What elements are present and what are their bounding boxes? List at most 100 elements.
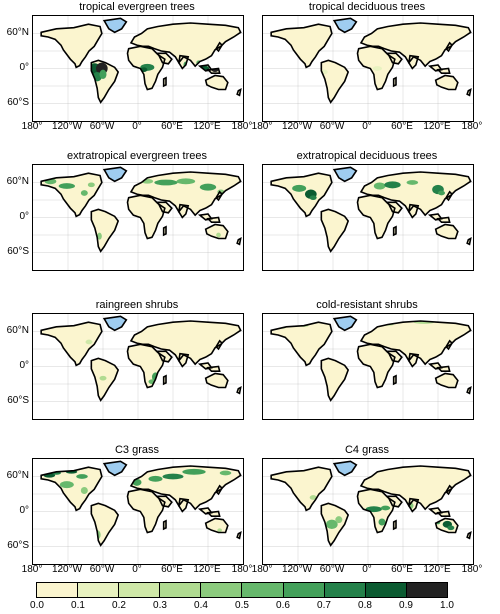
- coastline: [206, 76, 228, 90]
- land-area: [271, 173, 332, 217]
- longitude-label: 60°W: [89, 564, 115, 575]
- coastline: [128, 344, 165, 387]
- longitude-label: 120°W: [51, 564, 83, 575]
- map-frame: [262, 15, 474, 122]
- vegetation-patch: [380, 505, 391, 511]
- land-area: [205, 518, 228, 533]
- panel-title: tropical evergreen trees: [79, 1, 195, 13]
- coastline: [430, 363, 450, 371]
- colorbar-tick-label: 1.0: [440, 600, 454, 611]
- coastline: [271, 24, 332, 67]
- coastline: [436, 76, 458, 90]
- latitude-label: 60°S: [7, 245, 29, 257]
- vegetation-patch: [447, 525, 455, 531]
- vegetation-patch: [99, 69, 107, 79]
- longitude-label: 60°W: [319, 564, 345, 575]
- longitude-label: 180°: [251, 121, 273, 132]
- coastline: [436, 374, 458, 388]
- world-map: [263, 165, 473, 270]
- colorbar-bin: [201, 583, 243, 597]
- coastline: [467, 239, 471, 245]
- land-area: [271, 322, 332, 366]
- land-area: [41, 173, 102, 217]
- panel-title: C3 grass: [114, 444, 160, 456]
- coastline: [216, 192, 222, 200]
- land-area: [131, 321, 241, 365]
- coastline: [179, 205, 188, 218]
- panel-title: extratropical deciduous trees: [296, 150, 438, 162]
- coastline: [164, 521, 166, 529]
- land-area: [41, 24, 102, 68]
- colorbar-tick-label: 0.0: [30, 600, 44, 611]
- land-area: [435, 75, 458, 90]
- longitude-label: 180°: [21, 564, 43, 575]
- coastline: [216, 43, 222, 51]
- longitude-label: 180°: [461, 564, 483, 575]
- coastline: [361, 321, 471, 364]
- colorbar-bin: [365, 583, 407, 597]
- vegetation-patch: [219, 470, 232, 476]
- world-map: [33, 459, 243, 564]
- colorbar-tick-label: 0.6: [276, 600, 290, 611]
- longitude-label: 60°E: [391, 121, 413, 132]
- vegetation-patch: [85, 339, 93, 345]
- vegetation-patch: [76, 474, 88, 479]
- coastline: [321, 209, 348, 251]
- coastline: [334, 18, 356, 32]
- latitude-label: 60°S: [7, 96, 29, 108]
- latitude-label: 0°: [19, 359, 29, 371]
- vegetation-patch: [406, 180, 419, 185]
- coastline: [91, 209, 118, 251]
- coastline: [164, 78, 166, 86]
- vegetation-patch: [216, 232, 221, 238]
- longitude-label: 180°: [231, 564, 253, 575]
- vegetation-patch: [58, 183, 75, 189]
- coastline: [361, 23, 471, 66]
- vegetation-patch: [309, 195, 317, 200]
- coastline: [409, 56, 418, 69]
- longitude-label: 120°W: [281, 121, 313, 132]
- coastline: [131, 466, 241, 509]
- longitude-label: 120°E: [423, 121, 451, 132]
- land-area: [131, 23, 241, 67]
- vegetation-patch: [372, 66, 382, 71]
- longitude-label: 60°W: [89, 121, 115, 132]
- coastline: [41, 322, 102, 365]
- vegetation-layer: [292, 180, 445, 200]
- vegetation-patch: [373, 182, 386, 190]
- coastline: [271, 173, 332, 216]
- coastline: [200, 214, 220, 222]
- coastline: [361, 172, 471, 215]
- vegetation-patch: [335, 516, 343, 524]
- vegetation-patch: [199, 183, 217, 191]
- coastline: [394, 78, 396, 86]
- coastline: [394, 376, 396, 384]
- colorbar-bin: [119, 583, 161, 597]
- coastline: [128, 46, 165, 89]
- vegetation-patch: [292, 184, 307, 192]
- vegetation-patch: [80, 190, 88, 196]
- coastline: [41, 173, 102, 216]
- vegetation-patch: [176, 178, 196, 185]
- coastline: [467, 388, 471, 394]
- land-area: [271, 24, 332, 68]
- coastline: [131, 23, 241, 66]
- land-area: [205, 224, 228, 239]
- coastline: [321, 60, 348, 102]
- land-area: [205, 373, 228, 388]
- map-frame: [262, 313, 474, 420]
- land-area: [361, 466, 471, 510]
- latitude-label: 0°: [19, 61, 29, 73]
- longitude-label: 180°: [231, 121, 253, 132]
- longitude-label: 180°: [21, 121, 43, 132]
- coastline: [104, 18, 126, 32]
- map-frame: [262, 458, 474, 565]
- coastline: [436, 225, 458, 239]
- coastline: [361, 466, 471, 509]
- world-map: [263, 16, 473, 121]
- colorbar-tick-label: 0.1: [71, 600, 85, 611]
- coastline: [446, 486, 452, 494]
- vegetation-patch: [384, 181, 401, 189]
- coastline: [104, 167, 126, 181]
- coastline: [200, 508, 220, 516]
